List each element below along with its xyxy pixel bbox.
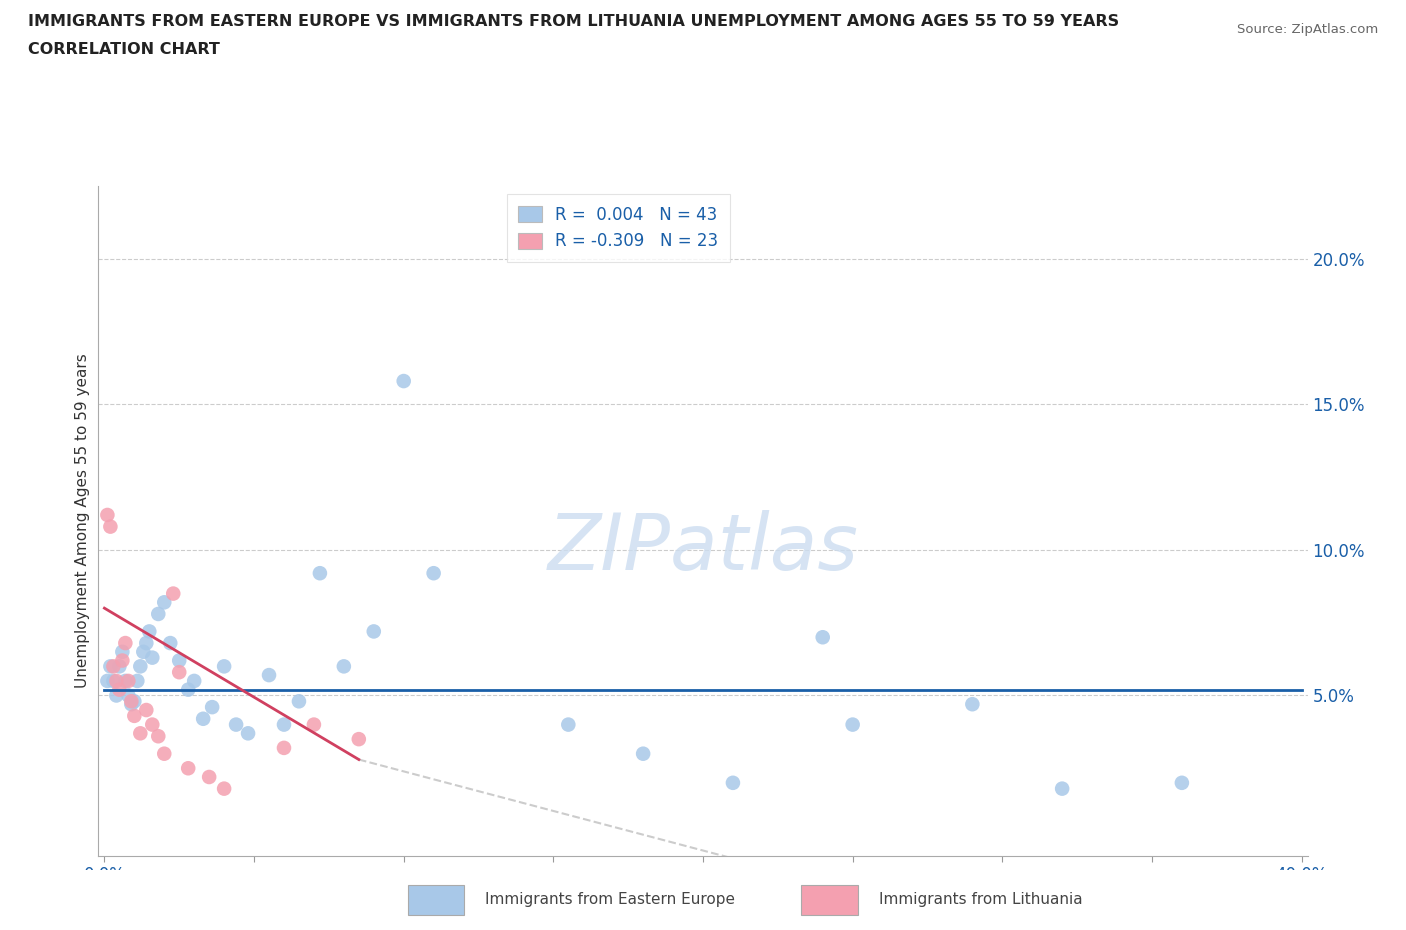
Point [177, 683, 200, 698]
Point [811, 630, 834, 644]
Text: CORRELATION CHART: CORRELATION CHART [28, 42, 219, 57]
Point [132, 644, 155, 659]
Point [1171, 776, 1194, 790]
Text: ZIPatlas: ZIPatlas [547, 510, 859, 586]
Text: IMMIGRANTS FROM EASTERN EUROPE VS IMMIGRANTS FROM LITHUANIA UNEMPLOYMENT AMONG A: IMMIGRANTS FROM EASTERN EUROPE VS IMMIGR… [28, 14, 1119, 29]
Point [135, 702, 157, 717]
Point [167, 665, 190, 680]
Point [103, 673, 125, 688]
Point [100, 659, 122, 674]
Point [302, 717, 325, 732]
Point [201, 699, 224, 714]
Text: Source: ZipAtlas.com: Source: ZipAtlas.com [1237, 23, 1378, 36]
Point [129, 659, 152, 674]
FancyBboxPatch shape [801, 884, 858, 915]
Point [114, 635, 136, 650]
Point [120, 697, 142, 711]
Point [236, 726, 259, 741]
Y-axis label: Unemployment Among Ages 55 to 59 years: Unemployment Among Ages 55 to 59 years [75, 353, 90, 688]
Legend: R =  0.004   N = 43, R = -0.309   N = 23: R = 0.004 N = 43, R = -0.309 N = 23 [506, 194, 730, 262]
Point [557, 717, 579, 732]
Point [212, 781, 235, 796]
Point [117, 673, 139, 688]
Point [120, 694, 142, 709]
Point [193, 711, 215, 726]
Point [148, 729, 170, 744]
Point [177, 761, 200, 776]
FancyBboxPatch shape [408, 884, 464, 915]
Point [105, 673, 128, 688]
Point [183, 673, 205, 688]
Point [159, 635, 181, 650]
Point [111, 653, 134, 668]
Point [96, 508, 118, 523]
Point [273, 740, 295, 755]
Point [363, 624, 385, 639]
Point [127, 673, 149, 688]
Point [108, 683, 131, 698]
Point [631, 746, 654, 761]
Point [162, 586, 184, 601]
Point [962, 697, 984, 711]
Point [309, 565, 332, 580]
Point [273, 717, 295, 732]
Point [167, 653, 190, 668]
Text: Immigrants from Lithuania: Immigrants from Lithuania [879, 892, 1083, 908]
Point [141, 717, 163, 732]
Point [721, 776, 744, 790]
Point [103, 659, 125, 674]
Point [114, 673, 136, 688]
Point [96, 673, 118, 688]
Point [212, 659, 235, 674]
Point [422, 565, 444, 580]
Point [153, 746, 176, 761]
Point [288, 694, 311, 709]
Point [1050, 781, 1073, 796]
Point [117, 688, 139, 703]
Point [225, 717, 247, 732]
Point [392, 374, 415, 389]
Text: Immigrants from Eastern Europe: Immigrants from Eastern Europe [485, 892, 735, 908]
Point [138, 624, 160, 639]
Point [141, 650, 163, 665]
Point [111, 644, 134, 659]
Point [124, 694, 146, 709]
Point [153, 595, 176, 610]
Point [100, 519, 122, 534]
Point [347, 732, 370, 747]
Point [257, 668, 280, 683]
Point [135, 635, 157, 650]
Point [333, 659, 356, 674]
Point [841, 717, 863, 732]
Point [124, 709, 146, 724]
Point [108, 659, 131, 674]
Point [198, 769, 221, 784]
Point [148, 606, 170, 621]
Point [105, 688, 128, 703]
Point [129, 726, 152, 741]
